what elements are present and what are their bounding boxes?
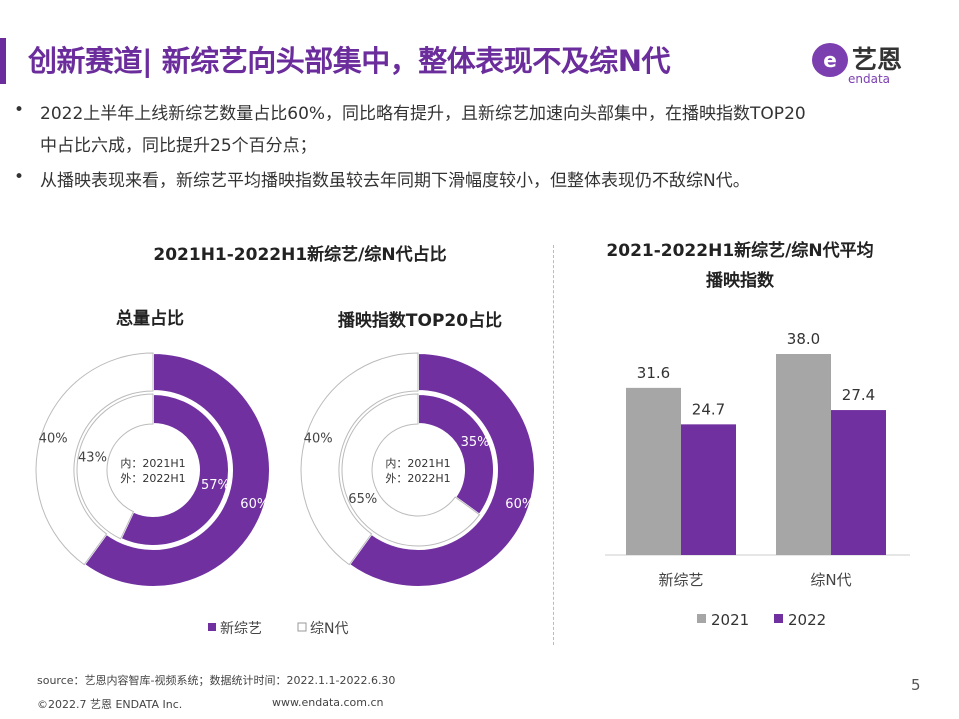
page-title: 创新赛道| 新综艺向头部集中，整体表现不及综N代	[28, 44, 670, 78]
donut-center-label: 内：2021H1	[385, 456, 450, 470]
bullet-dot: •	[14, 167, 25, 187]
bar-2021-新综艺	[626, 387, 681, 555]
donut2-outer-renew-slice	[300, 352, 419, 566]
legend-swatch	[208, 623, 216, 631]
donut2-inner-renew-slice	[341, 393, 481, 547]
bar-2022-综N代	[831, 410, 886, 555]
bar-title-line: 播映指数	[706, 271, 774, 291]
donut1-outer-new-slice	[82, 351, 271, 588]
legend-label: 综N代	[310, 621, 348, 637]
donut-data-label: 57%	[201, 478, 230, 493]
bullet-text: 中占比六成，同比提升25个百分点；	[40, 136, 317, 156]
legend-swatch	[774, 614, 783, 623]
source-note: source：艺恩内容智库-视频系统；数据统计时间：2022.1.1-2022.…	[37, 674, 396, 687]
legend-label: 2022	[788, 611, 826, 629]
donut2-inner-new-slice	[417, 392, 495, 517]
donut-data-label: 35%	[461, 435, 490, 450]
donut1-inner-renew-slice	[76, 393, 154, 540]
bar-title: 2021-2022H1新综艺/综N代平均 播映指数	[580, 236, 900, 296]
donut-data-label: 43%	[78, 450, 107, 465]
pie-section-title: 2021H1-2022H1新综艺/综N代占比	[153, 245, 447, 265]
legend-label: 新综艺	[220, 621, 262, 637]
legend-label: 2021	[711, 611, 749, 629]
legend-swatch	[697, 614, 706, 623]
copyright: ©2022.7 艺恩 ENDATA Inc.	[37, 698, 183, 711]
donut-data-label: 60%	[240, 497, 269, 512]
logo-en: endata	[848, 72, 890, 86]
title-accent-bar	[0, 38, 6, 84]
pie1-subtitle: 总量占比	[116, 309, 184, 329]
divider	[553, 245, 554, 645]
donut2-outer-new-slice	[347, 351, 536, 588]
bar-2021-综N代	[776, 354, 831, 555]
pie2-subtitle: 播映指数TOP20占比	[337, 311, 503, 331]
donut-center-label: 外：2022H1	[120, 472, 185, 485]
donut-data-label: 60%	[505, 497, 534, 512]
bar-2022-新综艺	[681, 424, 736, 555]
bullet-dot: •	[14, 100, 25, 120]
donut-center-label: 内：2021H1	[120, 456, 185, 470]
bullet-text: 从播映表现来看，新综艺平均播映指数虽较去年同期下滑幅度较小，但整体表现仍不敌综N…	[40, 171, 750, 191]
legend-swatch	[297, 622, 307, 632]
logo-e-icon	[812, 43, 848, 77]
x-tick-label: 综N代	[810, 571, 851, 589]
bar-data-label: 24.7	[692, 400, 725, 418]
endata-logo: e 艺恩 endata	[808, 38, 928, 88]
bar-data-label: 38.0	[787, 330, 820, 348]
donut1-inner-new-slice	[119, 392, 230, 547]
x-tick-label: 新综艺	[658, 571, 703, 589]
donut-center-label: 外：2022H1	[385, 472, 450, 485]
svg-text:e: e	[823, 48, 837, 72]
bar-title-line: 2021-2022H1新综艺/综N代平均	[606, 241, 874, 261]
bullet-text: 2022上半年上线新综艺数量占比60%，同比略有提升，且新综艺加速向头部集中，在…	[40, 104, 806, 124]
website-link[interactable]: www.endata.com.cn	[272, 696, 384, 709]
donut1-outer-renew-slice	[35, 352, 154, 566]
page-number: 5	[911, 676, 921, 694]
donut-data-label: 40%	[39, 432, 68, 447]
bar-data-label: 27.4	[842, 386, 875, 404]
bar-data-label: 31.6	[637, 364, 670, 382]
logo-cn: 艺恩	[852, 45, 902, 74]
donut-data-label: 40%	[304, 432, 333, 447]
donut-data-label: 65%	[348, 492, 377, 507]
